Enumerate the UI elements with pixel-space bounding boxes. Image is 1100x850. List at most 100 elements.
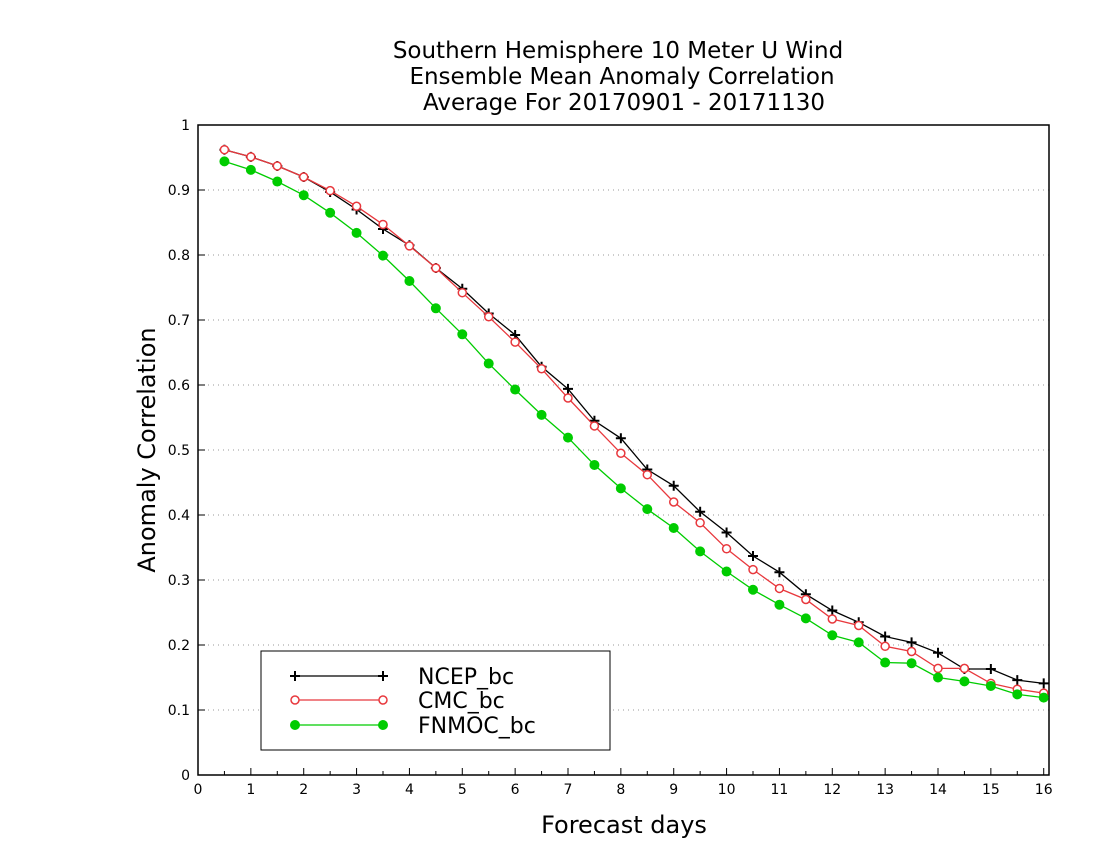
data-point (563, 432, 573, 443)
data-point (536, 364, 547, 374)
data-point (1012, 675, 1023, 686)
data-point (933, 663, 943, 674)
data-point (721, 566, 732, 577)
data-point (721, 544, 732, 554)
y-tick-label: 0.1 (168, 703, 190, 719)
series-ncep-bc (219, 144, 1049, 689)
data-point (668, 480, 679, 491)
series-lines (219, 144, 1049, 703)
data-point (589, 421, 600, 431)
y-tick-label: 0 (181, 768, 190, 784)
x-tick-label: 15 (982, 782, 1000, 798)
title-line-3: Average For 20170901 - 20171130 (423, 90, 825, 116)
data-point (748, 550, 758, 561)
data-point (959, 663, 970, 674)
x-tick-label: 8 (616, 782, 625, 798)
data-point (457, 329, 468, 340)
y-tick-label: 0.2 (168, 638, 190, 654)
data-point (668, 497, 679, 507)
data-point (325, 207, 336, 218)
series-line (224, 149, 1044, 694)
data-point (801, 594, 811, 605)
x-tick-label: 16 (1035, 782, 1053, 798)
data-point (325, 185, 335, 196)
legend-label: NCEP_bc (418, 665, 514, 690)
legend-label: FNMOC_bc (418, 714, 536, 739)
data-point (774, 567, 785, 578)
x-tick-label: 6 (511, 782, 520, 798)
y-tick-label: 0.3 (168, 573, 190, 589)
x-tick-label: 9 (669, 782, 678, 798)
data-point (1038, 678, 1049, 689)
data-point (298, 190, 309, 201)
y-tick-label: 0.5 (168, 443, 190, 459)
x-tick-label: 10 (718, 782, 736, 798)
legend-marker (378, 720, 388, 730)
y-tick-label: 1 (181, 118, 190, 134)
data-point (615, 433, 626, 444)
data-point (695, 546, 706, 557)
data-point (985, 664, 996, 675)
data-point (351, 201, 362, 211)
x-tick-label: 14 (929, 782, 947, 798)
data-point (404, 241, 415, 251)
series-fnmoc-bc (219, 156, 1049, 703)
data-point (245, 164, 256, 175)
data-point (404, 276, 415, 286)
data-point (748, 584, 758, 595)
legend-marker (290, 695, 300, 705)
data-point (563, 383, 573, 394)
y-tick-label: 0.7 (168, 313, 190, 329)
data-point (510, 384, 521, 395)
data-point (800, 613, 811, 624)
legend-entry: CMC_bc (290, 689, 505, 714)
data-point (642, 469, 653, 480)
x-tick-label: 1 (246, 782, 255, 798)
data-point (880, 631, 891, 642)
x-tick-label: 0 (194, 782, 203, 798)
data-point (457, 287, 468, 298)
data-point (880, 641, 890, 652)
data-point (642, 504, 653, 515)
data-point (616, 448, 626, 458)
data-point (378, 219, 388, 230)
data-point (272, 161, 283, 171)
data-point (880, 657, 891, 668)
data-point (827, 614, 838, 624)
x-tick-label: 5 (458, 782, 467, 798)
x-tick-label: 7 (564, 782, 573, 798)
legend-entry: NCEP_bc (290, 665, 514, 690)
data-point (853, 637, 864, 648)
x-tick-label: 2 (299, 782, 308, 798)
y-tick-label: 0.6 (168, 378, 190, 394)
x-tick-label: 12 (823, 782, 841, 798)
data-point (985, 680, 996, 691)
data-point (695, 506, 706, 517)
series-line (224, 149, 1044, 685)
y-axis-title: Anomaly Correlation (133, 327, 161, 572)
x-tick-label: 13 (876, 782, 894, 798)
data-point (272, 176, 283, 187)
data-point (1012, 689, 1023, 700)
data-point (933, 672, 943, 683)
x-tick-label: 4 (405, 782, 414, 798)
y-tick-label: 0.4 (168, 508, 190, 524)
data-point (246, 152, 256, 162)
data-point (483, 358, 494, 369)
data-point (219, 156, 230, 167)
legend-label: CMC_bc (418, 689, 505, 714)
data-point (430, 303, 441, 314)
data-point (906, 658, 917, 669)
data-point (774, 583, 785, 594)
x-tick-label: 11 (771, 782, 789, 798)
data-point (933, 647, 943, 658)
data-point (483, 312, 494, 322)
data-point (510, 337, 520, 347)
data-point (563, 393, 573, 403)
data-point (853, 620, 864, 631)
data-point (906, 637, 917, 648)
y-tick-label: 0.9 (168, 183, 190, 199)
title-line-1: Southern Hemisphere 10 Meter U Wind (393, 38, 843, 64)
